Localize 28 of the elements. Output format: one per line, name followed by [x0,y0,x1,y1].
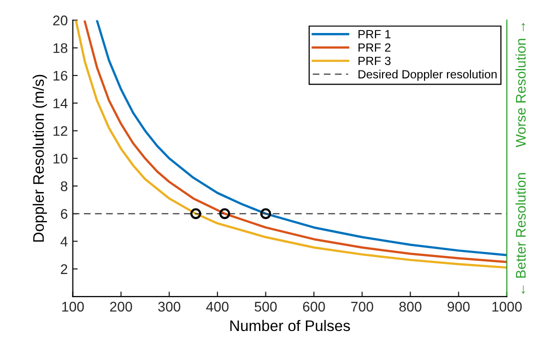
y-tick-label: 18 [54,43,68,54]
x-tick-label: 700 [351,302,374,312]
y-tick-label: 12 [54,126,68,136]
x-tick-label: 600 [303,302,325,312]
y-tick-label: 10 [54,154,68,164]
x-tick-label: 100 [62,302,84,312]
y-axis-title: Doppler Resolution (m/s) [32,74,47,242]
x-tick-label: 900 [448,302,470,312]
y-tick-label: 6 [60,208,68,219]
legend-label: Desired Doppler resolution [358,70,497,81]
x-tick-label: 300 [158,302,180,312]
text: Worse Resolution → [516,23,526,148]
x-tick-label: 400 [206,302,229,312]
y-tick-label: 14 [54,98,68,108]
legend-label: PRF 1 [358,30,390,38]
x-axis-title: Number of Pulses [230,320,350,332]
y-tick-label: 4 [60,236,68,246]
x-tick-label: 800 [399,302,422,312]
x-tick-label: 500 [254,302,277,312]
y-tick-label: 20 [53,16,68,26]
text: ← Better Resolution [516,173,526,294]
x-tick-label: 200 [110,302,132,312]
legend-label: PRF 3 [358,56,391,66]
legend-label: PRF 2 [358,43,390,52]
y-tick-label: 8 [60,181,68,192]
y-tick-label: 16 [54,70,68,81]
y-tick-label: 2 [60,264,68,274]
x-tick-label: 1000 [492,302,522,312]
